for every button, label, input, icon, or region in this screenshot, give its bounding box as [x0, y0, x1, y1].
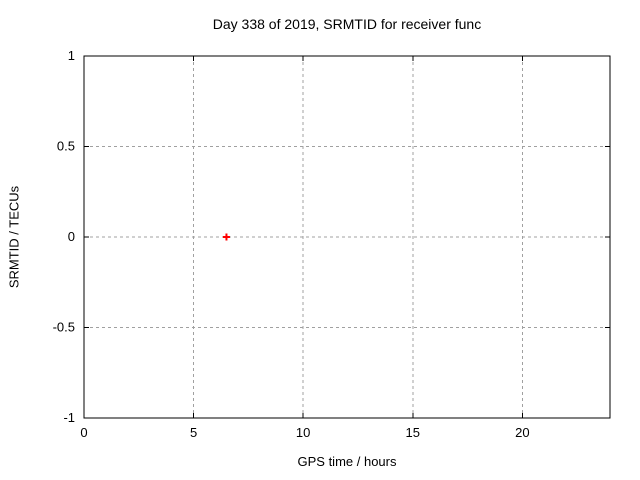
x-tick-label: 20 — [515, 425, 529, 440]
y-tick-label: -1 — [63, 410, 75, 425]
y-tick-label: 0.5 — [57, 139, 75, 154]
y-tick-label: 0 — [68, 229, 75, 244]
x-tick-label: 10 — [296, 425, 310, 440]
y-tick-label: -0.5 — [53, 320, 75, 335]
plot-border — [83, 55, 611, 419]
y-tick-label: 1 — [68, 48, 75, 63]
x-axis-label: GPS time / hours — [297, 454, 397, 469]
chart-title: Day 338 of 2019, SRMTID for receiver fun… — [212, 16, 482, 32]
x-tick-label: 5 — [190, 425, 197, 440]
x-tick-label: 15 — [406, 425, 420, 440]
x-tick-label: 0 — [80, 425, 87, 440]
